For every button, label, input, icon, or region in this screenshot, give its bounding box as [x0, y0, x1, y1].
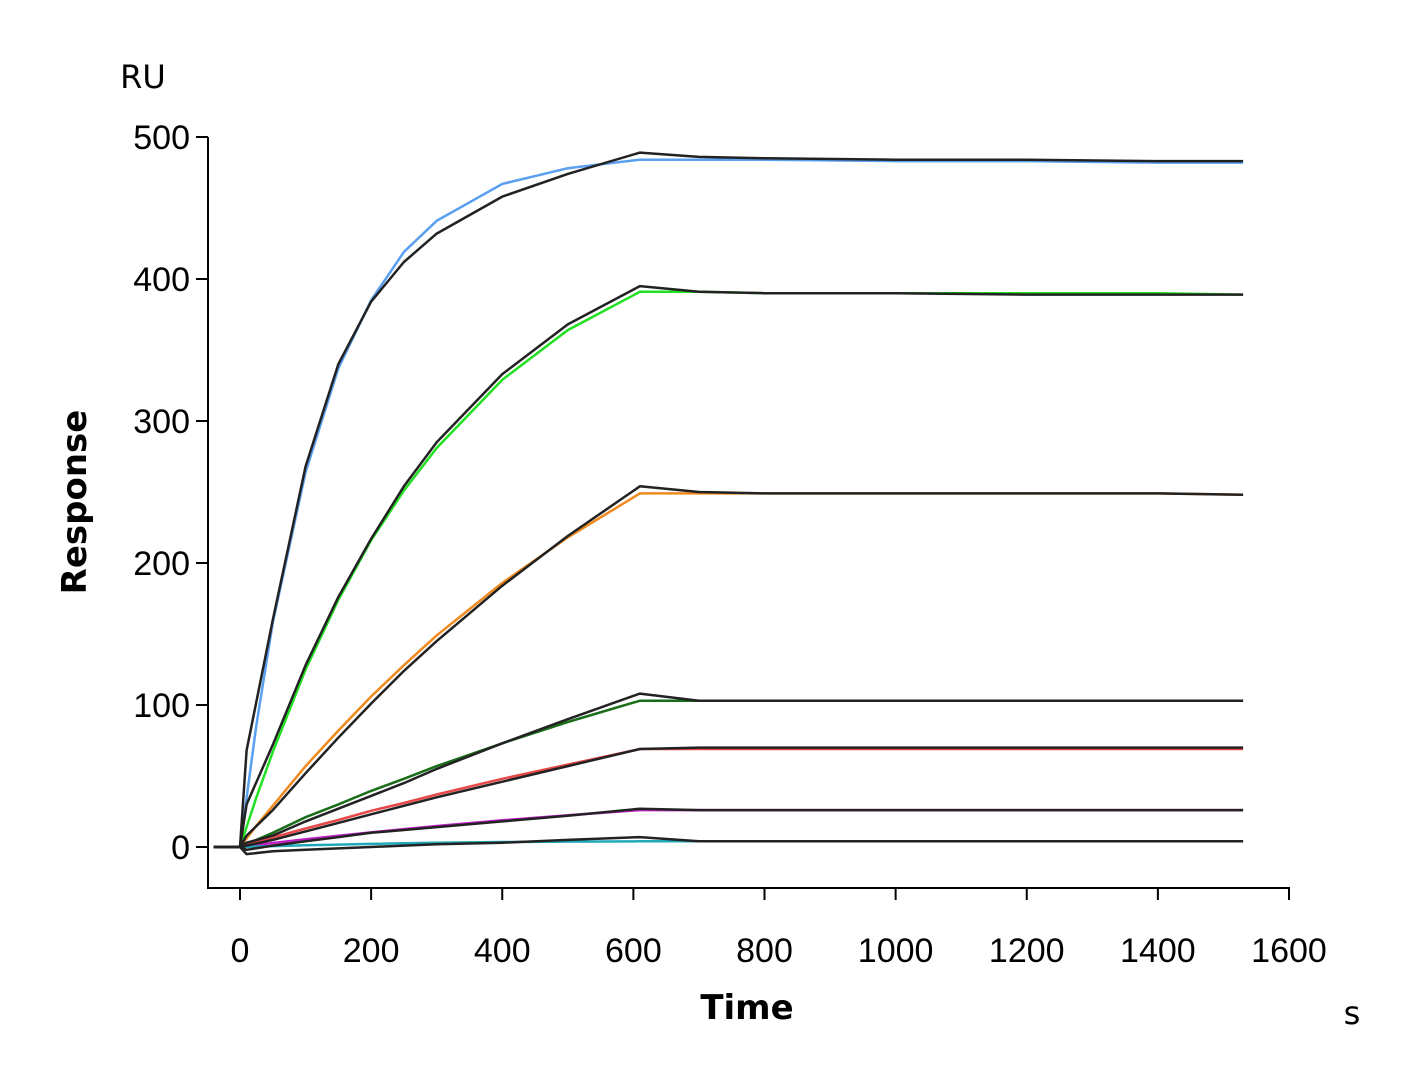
x-tick-label: 400	[474, 932, 531, 970]
x-tick-label: 600	[605, 932, 662, 970]
y-tick-label: 500	[133, 119, 190, 157]
y-tick-label: 300	[133, 403, 190, 441]
axes: 0 100 200 300 400 500 0 200 400 600 800 1000 1200 140…	[133, 119, 1327, 970]
fit-curve-5	[239, 747, 1244, 849]
y-tick-label: 100	[133, 687, 190, 725]
x-tick-label: 0	[231, 932, 250, 970]
y-tick-label: 200	[133, 545, 190, 583]
fit-curve-4	[239, 699, 1244, 849]
measured-curve-3	[213, 485, 1244, 849]
x-tick-label: 200	[343, 932, 400, 970]
y-axis-title: Response	[55, 410, 95, 595]
y-tick-label: 400	[133, 261, 190, 299]
x-tick-label: 800	[736, 932, 793, 970]
measured-curve-1	[213, 151, 1244, 849]
measured-curve-6	[213, 807, 1244, 852]
x-unit-label: s	[1344, 994, 1361, 1032]
x-tick-label: 1400	[1120, 932, 1196, 970]
x-tick-label: 1200	[989, 932, 1065, 970]
measured-curve-4	[213, 692, 1244, 849]
measured-curve-2	[213, 284, 1244, 849]
x-tick-label: 1000	[858, 932, 934, 970]
fit-curve-1	[238, 158, 1244, 848]
measured-curve-5	[213, 746, 1244, 849]
x-axis-title: Time	[700, 988, 793, 1028]
y-tick-label: 0	[171, 829, 190, 867]
fit-curve-2	[238, 290, 1244, 848]
measured-curve-7	[213, 835, 1244, 856]
x-tick-label: 1600	[1251, 932, 1327, 970]
fit-curve-3	[239, 492, 1244, 848]
y-unit-label: RU	[120, 58, 166, 96]
curves	[213, 151, 1244, 856]
